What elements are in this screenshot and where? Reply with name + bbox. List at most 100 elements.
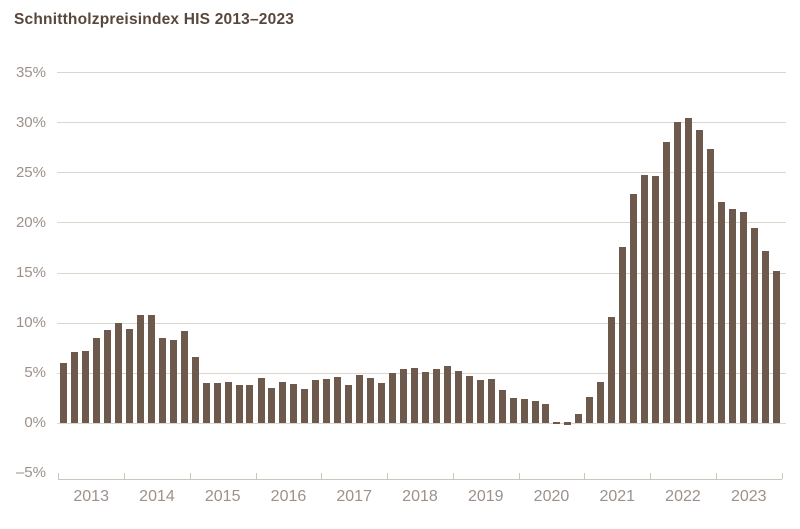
y-axis-label: 15%	[15, 264, 46, 281]
axis-tick	[518, 472, 520, 479]
bar-2015-3	[213, 382, 221, 423]
bar-2015-4	[224, 381, 232, 423]
bar-2018-4	[421, 371, 429, 423]
y-axis-label: 0%	[24, 414, 46, 432]
bar-2017-6	[377, 382, 385, 423]
gridline	[57, 272, 786, 274]
bar-2020-5	[564, 421, 572, 425]
bar-2014-5	[169, 339, 177, 423]
x-axis-label: 2023	[730, 488, 767, 505]
chart-title: Schnittholzpreisindex HIS 2013–2023	[14, 11, 295, 28]
gridline	[57, 122, 786, 124]
x-axis-label: 2021	[599, 488, 636, 505]
bar-2013-2	[71, 351, 79, 423]
x-axis-line	[58, 479, 782, 480]
bar-2021-1	[586, 396, 594, 423]
y-axis-label: 20%	[15, 213, 46, 231]
axis-tick	[584, 472, 586, 479]
x-axis-label: 2022	[665, 488, 701, 505]
bar-2020-4	[553, 421, 561, 425]
bar-2014-2	[136, 314, 144, 423]
axis-tick	[58, 472, 60, 479]
axis-tick	[650, 472, 652, 479]
bar-2019-5	[498, 389, 506, 423]
gridline	[57, 322, 786, 324]
bar-2013-4	[93, 337, 100, 423]
bar-2015-1	[191, 356, 199, 423]
bar-2013-5	[104, 329, 111, 423]
gridline	[57, 222, 786, 224]
bar-2014-1	[126, 328, 133, 423]
x-axis-label: 2019	[467, 488, 504, 505]
bar-2020-1	[520, 398, 528, 423]
bar-2015-6	[246, 384, 254, 423]
bar-2019-6	[509, 397, 517, 423]
bar-2019-4	[487, 378, 495, 423]
bar-2020-2	[531, 400, 539, 423]
axis-tick	[781, 472, 783, 479]
bar-2023-2	[728, 209, 736, 423]
bar-2017-1	[323, 378, 331, 423]
bar-2020-3	[542, 403, 550, 423]
bar-2022-1	[652, 176, 659, 423]
axis-tick	[387, 472, 389, 479]
bar-2022-4	[684, 118, 692, 423]
y-axis-label: 30%	[15, 113, 46, 131]
bar-2021-5	[630, 194, 637, 423]
gridline	[57, 372, 786, 374]
bar-2018-1	[389, 372, 396, 423]
x-axis-label: 2015	[204, 488, 241, 505]
bar-2022-6	[706, 149, 714, 423]
y-axis-label: 35%	[15, 63, 46, 81]
bar-2013-1	[60, 362, 68, 423]
bar-2017-4	[356, 374, 364, 423]
bar-2018-5	[432, 368, 440, 423]
bar-2019-1	[454, 370, 462, 423]
bar-2021-6	[641, 175, 648, 423]
bar-2016-6	[312, 379, 320, 423]
bar-2018-2	[399, 368, 407, 423]
bar-2021-4	[619, 247, 627, 423]
bar-2022-5	[695, 130, 703, 423]
bar-2017-3	[345, 384, 353, 423]
bar-2014-3	[147, 314, 155, 423]
bar-2016-3	[279, 381, 287, 423]
axis-tick	[715, 472, 717, 479]
bar-2017-5	[367, 377, 374, 423]
x-axis-label: 2020	[533, 488, 570, 505]
x-axis-label: 2016	[270, 488, 307, 505]
axis-tick	[255, 472, 257, 479]
bar-2018-3	[410, 367, 418, 423]
bar-2016-5	[301, 388, 309, 423]
axis-tick	[124, 472, 126, 479]
bar-2015-5	[235, 384, 243, 423]
bar-2019-3	[476, 379, 484, 423]
bar-2021-2	[597, 381, 605, 423]
gridline	[57, 172, 786, 174]
bar-2021-3	[608, 316, 616, 423]
bar-2017-2	[334, 376, 342, 423]
x-axis-label: 2014	[139, 488, 175, 505]
bar-2015-2	[202, 382, 210, 423]
y-axis-label: 25%	[15, 163, 46, 181]
bar-2023-3	[739, 212, 747, 423]
bar-2013-6	[114, 322, 122, 423]
bar-2018-6	[443, 365, 451, 423]
bar-2013-3	[82, 350, 90, 423]
bar-2019-2	[465, 375, 473, 423]
bar-2023-6	[772, 271, 780, 423]
bar-2016-4	[290, 383, 298, 423]
bar-2014-4	[158, 337, 166, 423]
bar-2020-6	[575, 413, 583, 423]
bar-2022-3	[673, 122, 681, 423]
bar-2016-1	[257, 377, 265, 423]
bar-2023-5	[761, 251, 769, 423]
gridline	[57, 422, 786, 424]
gridline	[57, 72, 786, 74]
y-axis-label: –5%	[15, 464, 46, 482]
bar-2022-2	[663, 142, 670, 423]
bar-2016-2	[268, 387, 276, 423]
axis-tick	[452, 472, 454, 479]
y-axis-label: 10%	[15, 314, 46, 331]
